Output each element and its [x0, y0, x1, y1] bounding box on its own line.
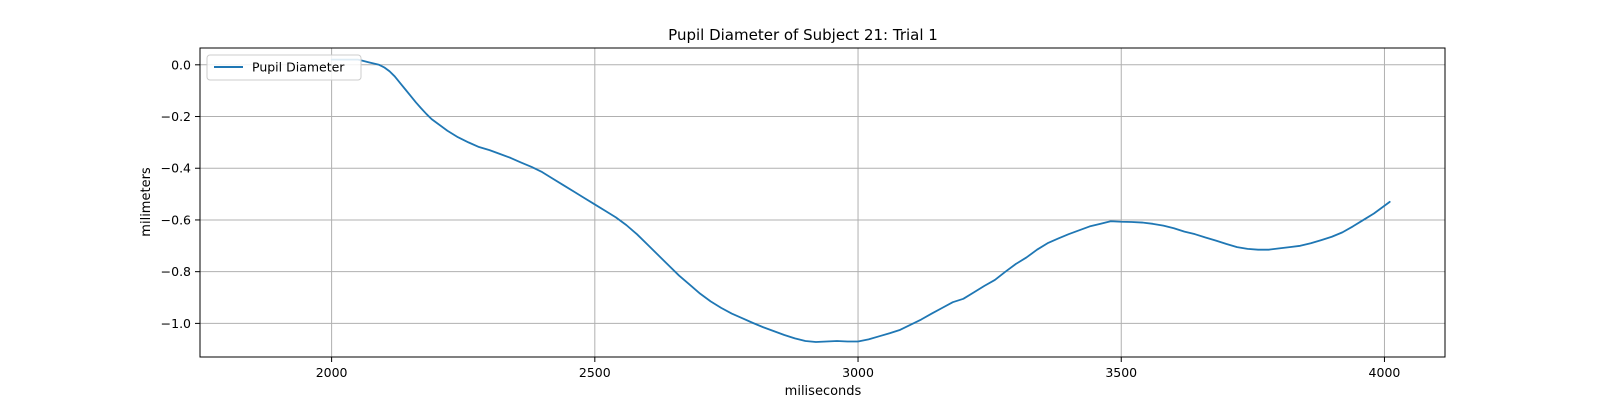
series-layer [330, 58, 1391, 343]
chart-title: Pupil Diameter of Subject 21: Trial 1 [668, 26, 938, 44]
x-axis: 2000 2500 3000 3500 4000 [316, 357, 1401, 380]
y-axis: 0.0 −0.2 −0.4 −0.6 −0.8 −1.0 [161, 57, 200, 331]
grid-lines [200, 48, 1445, 357]
legend-box [206, 54, 362, 81]
y-tick-label: −0.8 [161, 264, 191, 279]
x-tick-label: 4000 [1369, 365, 1401, 380]
y-axis-label: milimeters [139, 167, 154, 237]
y-tick-label: −0.6 [161, 212, 191, 227]
y-tick-label: −1.0 [161, 316, 191, 331]
legend-label-pupil-diameter: Pupil Diameter [252, 60, 345, 75]
legend: Pupil Diameter [206, 54, 362, 81]
plot-frame [199, 47, 1446, 358]
series-line-pupil-diameter [330, 58, 1391, 343]
x-tick-label: 2000 [316, 365, 348, 380]
x-tick-label: 2500 [579, 365, 611, 380]
y-tick-label: 0.0 [171, 57, 191, 72]
x-tick-label: 3000 [842, 365, 874, 380]
y-tick-label: −0.4 [161, 161, 191, 176]
x-axis-label: miliseconds [785, 384, 862, 399]
x-tick-label: 3500 [1105, 365, 1137, 380]
y-tick-label: −0.2 [161, 109, 191, 124]
